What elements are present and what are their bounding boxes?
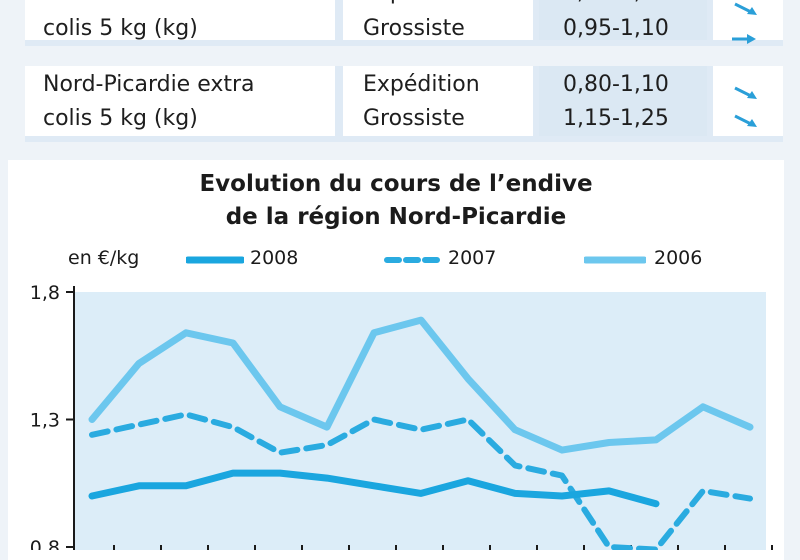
- product-packaging: colis 5 kg (kg): [43, 16, 198, 41]
- series-line-2007: [89, 411, 753, 550]
- price-range: 0,95-1,10: [563, 16, 669, 41]
- series-lines: [88, 316, 754, 550]
- price-row-2: Nord-Picardie extra colis 5 kg (kg) Expé…: [25, 66, 783, 142]
- plot-area: [74, 292, 766, 550]
- price-row-1: Nord-Picardie cat. I colis 5 kg (kg) Exp…: [25, 0, 783, 46]
- market-stage: Expédition: [363, 0, 480, 10]
- series-line-2006: [88, 316, 754, 454]
- trend-down-arrow-icon: [734, 2, 757, 15]
- chart-title: Evolution du cours de l’endive: [199, 171, 593, 197]
- trend-down-arrow-icon: [734, 86, 757, 99]
- legend-label-2007: 2007: [448, 247, 497, 269]
- trend-down-arrow-icon: [734, 114, 757, 127]
- y-tick-label: 1,8: [30, 282, 60, 304]
- product-name: Nord-Picardie extra: [43, 72, 255, 97]
- y-tick-label: 0,8: [30, 537, 60, 550]
- price-range: 0,80-1,10: [563, 72, 669, 97]
- price-table: Nord-Picardie cat. I colis 5 kg (kg) Exp…: [25, 0, 783, 142]
- trend-stable-arrow-icon: [732, 34, 756, 44]
- legend-label-2006: 2006: [654, 247, 703, 269]
- price-range: 1,15-1,25: [563, 106, 669, 131]
- series-line-2008: [88, 469, 660, 508]
- price-range: 0,70-0,90: [563, 0, 669, 10]
- market-stage: Grossiste: [363, 16, 465, 41]
- chart-subtitle: de la région Nord-Picardie: [225, 204, 567, 230]
- y-tick-label: 1,3: [30, 410, 60, 432]
- legend-label-2008: 2008: [250, 247, 299, 269]
- market-stage: Grossiste: [363, 106, 465, 131]
- y-axis-ticks: 1,8 1,3 0,8: [30, 282, 74, 550]
- market-stage: Expédition: [363, 72, 480, 97]
- legend-swatch-2007: [384, 257, 440, 263]
- y-axis-unit-label: en €/kg: [68, 247, 140, 269]
- legend-swatch-2006: [584, 256, 646, 264]
- product-packaging: colis 5 kg (kg): [43, 106, 198, 131]
- legend-swatch-2008: [186, 256, 244, 264]
- product-name: Nord-Picardie cat. I: [43, 0, 252, 10]
